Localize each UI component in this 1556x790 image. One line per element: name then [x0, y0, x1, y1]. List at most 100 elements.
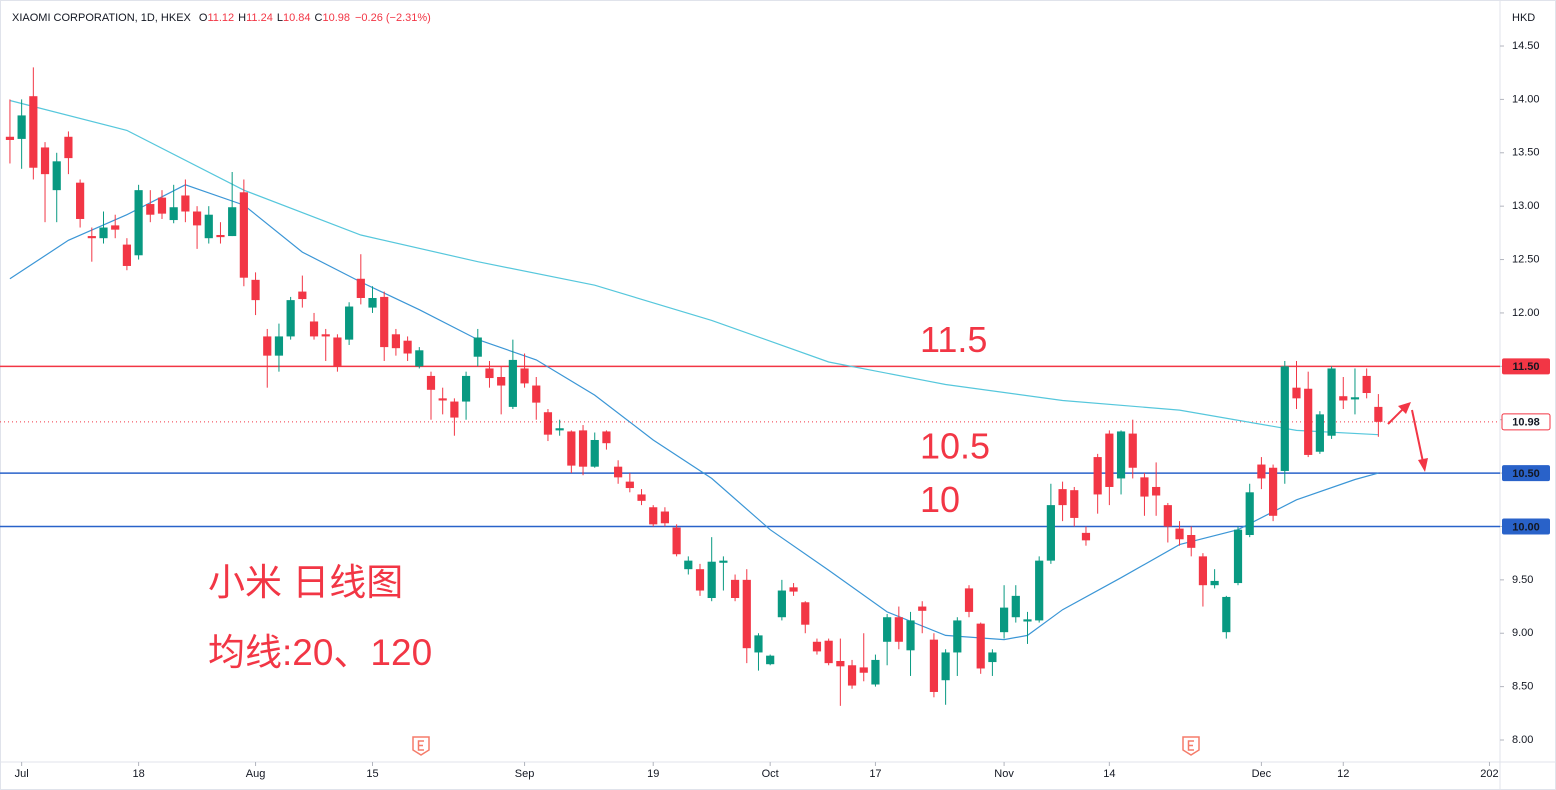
- ohlc-label: O: [199, 12, 208, 24]
- ohlc-value: 10.84: [283, 12, 311, 24]
- symbol: XIAOMI CORPORATION, 1D, HKEX: [12, 12, 192, 24]
- candle-body: [602, 431, 611, 444]
- arrow-head: [1418, 458, 1428, 472]
- candle-body: [836, 660, 845, 667]
- ohlc-value: 10.98: [322, 12, 350, 24]
- candle-body: [777, 590, 786, 618]
- y-tick-label: 13.50: [1512, 147, 1540, 159]
- candle-body: [1339, 396, 1348, 401]
- candle-body: [894, 617, 903, 642]
- level-annotation: 10.5: [920, 426, 990, 467]
- candle-body: [695, 569, 705, 591]
- candle-body: [684, 560, 693, 570]
- price-tag-label: 11.50: [1513, 361, 1540, 373]
- candle-body: [461, 375, 471, 402]
- candle-body: [1152, 486, 1161, 496]
- arrow-head: [1398, 402, 1411, 414]
- candle-body: [824, 640, 833, 664]
- candle-body: [1210, 580, 1219, 586]
- x-tick-label: Jul: [15, 768, 29, 780]
- candle-body: [169, 207, 178, 221]
- candle-body: [1233, 529, 1243, 584]
- candle-body: [1280, 366, 1289, 471]
- candle-body: [1374, 406, 1383, 422]
- candle-body: [1140, 477, 1149, 497]
- price-tag: [1502, 358, 1550, 375]
- ohlc-value: 11.12: [207, 12, 234, 24]
- candle-body: [1163, 505, 1172, 527]
- candle-body: [1023, 619, 1032, 622]
- candle-body: [742, 579, 751, 649]
- candle-body: [1175, 528, 1184, 540]
- y-tick-label: 8.50: [1512, 681, 1533, 693]
- arrow-down: [1411, 409, 1424, 463]
- candle-body: [17, 115, 26, 139]
- candle-body: [953, 620, 962, 653]
- candle-body: [356, 278, 365, 298]
- candle-body: [1350, 397, 1360, 400]
- candle-body: [473, 337, 482, 357]
- candle-body: [883, 617, 892, 642]
- price-tag: [1502, 518, 1550, 535]
- candle-body: [508, 359, 517, 407]
- x-tick-label: Nov: [994, 768, 1014, 780]
- candle-body: [543, 412, 553, 435]
- candle-body: [1070, 490, 1079, 518]
- y-tick-label: 9.50: [1512, 574, 1533, 586]
- candle-body: [906, 620, 915, 651]
- y-tick-label: 12.50: [1512, 253, 1540, 265]
- candle-body: [497, 376, 506, 386]
- candle-body: [976, 623, 985, 669]
- x-tick-label: 17: [869, 768, 881, 780]
- candle-body: [812, 641, 822, 652]
- candle-body: [87, 236, 96, 239]
- y-tick-label: 14.00: [1512, 93, 1540, 105]
- candle-body: [1362, 375, 1371, 394]
- candle-body: [181, 195, 190, 212]
- candle-body: [614, 466, 623, 478]
- candle-body: [274, 336, 284, 356]
- candle-body: [1292, 387, 1301, 399]
- ohlc-value: 11.24: [246, 12, 273, 24]
- candle-body: [239, 192, 248, 278]
- candle-body: [216, 234, 225, 238]
- candle-body: [871, 659, 880, 685]
- candles: [5, 67, 1383, 706]
- candle-body: [298, 291, 307, 300]
- earnings-icon: [412, 736, 430, 756]
- candle-body: [5, 136, 15, 140]
- candle-body: [1000, 607, 1009, 633]
- candle-body: [567, 431, 576, 466]
- candle-body: [590, 439, 599, 467]
- candle-body: [1128, 433, 1137, 468]
- candle-body: [192, 211, 202, 226]
- candle-body: [1187, 535, 1196, 548]
- candle-body: [134, 190, 143, 256]
- candle-body: [625, 481, 634, 489]
- candle-body: [1222, 596, 1231, 633]
- ohlc-label: L: [277, 12, 283, 24]
- price-tag-label: 10.50: [1512, 468, 1540, 480]
- axes: 8.008.509.009.5010.0010.5011.0011.5012.0…: [15, 40, 1551, 780]
- y-tick-label: 13.00: [1512, 200, 1540, 212]
- candle-body: [1011, 595, 1020, 618]
- annotation: 小米 日线图: [208, 562, 403, 603]
- candle-body: [438, 398, 447, 401]
- candle-body: [660, 511, 670, 524]
- y-tick-label: 12.00: [1512, 307, 1540, 319]
- candle-body: [1093, 457, 1102, 495]
- candle-body: [99, 227, 108, 239]
- candle-body: [286, 300, 295, 337]
- candle-body: [847, 665, 857, 686]
- candle-body: [263, 336, 272, 356]
- candle-body: [29, 96, 38, 168]
- candle-body: [1058, 489, 1067, 506]
- candle-body: [146, 204, 155, 215]
- candle-body: [204, 214, 213, 239]
- candle-body: [1257, 464, 1266, 479]
- y-tick-label: 8.00: [1512, 734, 1533, 746]
- header: XIAOMI CORPORATION, 1D, HKEX O11.12 H11.24…: [12, 12, 431, 24]
- candle-body: [1116, 431, 1126, 479]
- candle-body: [391, 334, 400, 349]
